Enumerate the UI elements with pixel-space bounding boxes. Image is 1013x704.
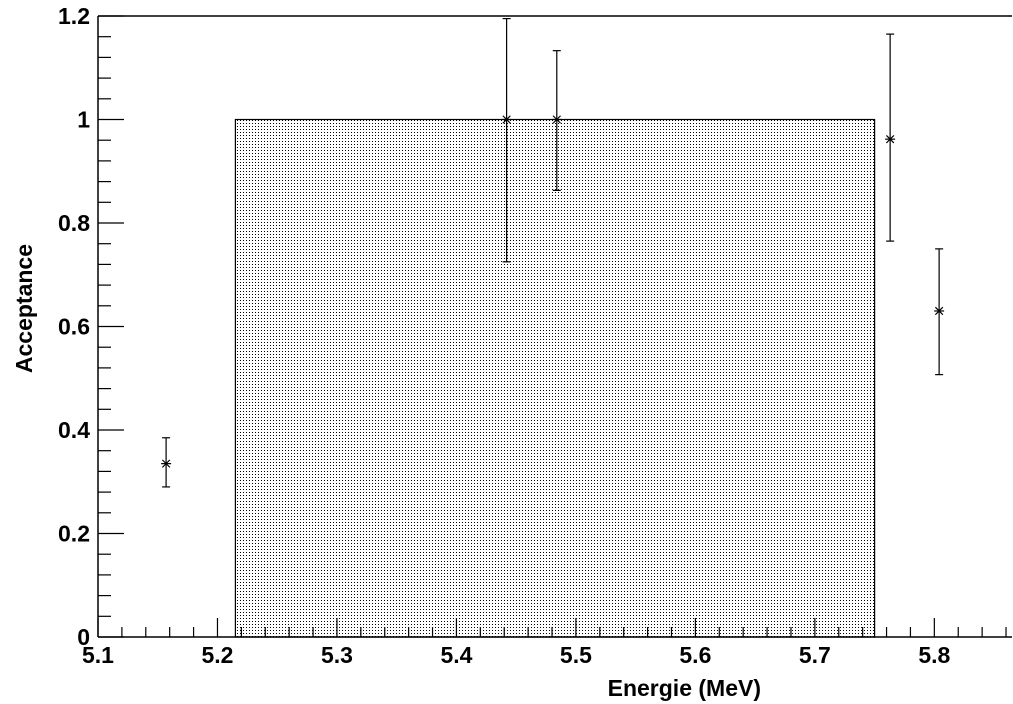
x-tick-label: 5.6 — [679, 642, 711, 668]
star-marker-d2 — [885, 134, 895, 144]
x-tick-label: 5.4 — [440, 642, 472, 668]
data-point — [161, 437, 172, 488]
y-tick-label: 0 — [77, 624, 90, 650]
y-tick-label: 1 — [77, 107, 90, 133]
x-tick-label: 5.5 — [560, 642, 592, 668]
acceptance-window-bar — [234, 118, 876, 638]
data-point — [885, 33, 896, 242]
y-tick-label: 0.2 — [58, 521, 90, 547]
x-tick-label: 5.2 — [201, 642, 233, 668]
star-marker-d2 — [934, 306, 944, 316]
star-marker-d2 — [552, 115, 561, 124]
star-marker-d2 — [161, 459, 171, 468]
star-marker-d2 — [502, 115, 511, 124]
data-point — [501, 17, 512, 263]
y-tick-label: 0.8 — [58, 210, 90, 236]
y-tick-label: 0.4 — [58, 417, 90, 443]
data-point — [551, 50, 562, 191]
x-axis-title: Energie (MeV) — [608, 675, 761, 701]
data-point — [934, 248, 945, 376]
x-tick-label: 5.7 — [799, 642, 831, 668]
y-tick-label: 0.6 — [58, 314, 90, 340]
y-tick-label: 1.2 — [58, 3, 90, 29]
x-tick-label: 5.8 — [918, 642, 950, 668]
x-tick-label: 5.3 — [321, 642, 353, 668]
x-tick-label: 5.1 — [82, 642, 114, 668]
y-axis-title: Acceptance — [11, 244, 37, 373]
